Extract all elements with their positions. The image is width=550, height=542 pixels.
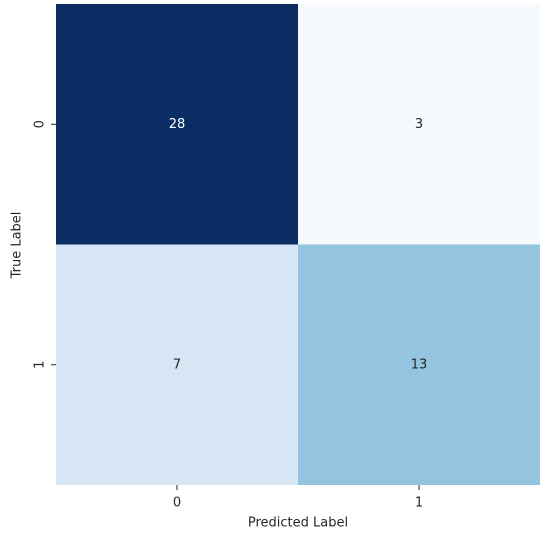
cell-label: 7 — [173, 357, 181, 372]
x-tick-label: 0 — [173, 496, 181, 511]
heatmap-cell — [56, 244, 298, 485]
y-axis-label: True Label — [10, 212, 25, 280]
x-tick-label: 1 — [415, 496, 423, 511]
x-axis-label: Predicted Label — [248, 516, 348, 531]
heatmap-cell — [298, 244, 540, 485]
cell-label: 3 — [415, 117, 423, 132]
cell-label: 28 — [169, 117, 186, 132]
cell-label: 13 — [411, 357, 428, 372]
y-tick-label: 1 — [33, 361, 48, 369]
y-tick-label: 0 — [33, 120, 48, 128]
heatmap-cell — [298, 4, 540, 245]
heatmap-cell — [56, 4, 298, 245]
